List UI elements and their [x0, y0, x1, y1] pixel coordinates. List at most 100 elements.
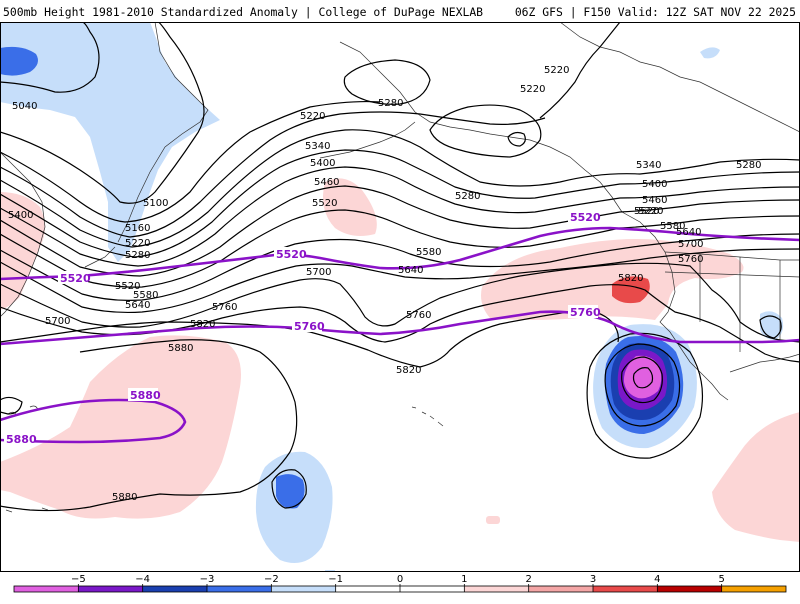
- highlight-contours: [0, 226, 800, 444]
- label-5280-c: 5280: [455, 191, 480, 202]
- contour-west-loop: [0, 396, 23, 415]
- label-5520-b: 5520: [115, 281, 140, 292]
- pos-anomaly-ne-core: [612, 276, 650, 304]
- label-5220-c: 5220: [520, 84, 545, 95]
- label-5820-c: 5820: [618, 273, 643, 284]
- map-header: 500mb Height 1981-2010 Standardized Anom…: [0, 0, 800, 22]
- label-5220-a: 5220: [125, 238, 150, 249]
- purple-label-5880-a: 5880: [130, 389, 161, 402]
- contour-5040: [0, 22, 100, 93]
- label-5400-a: 5400: [8, 210, 33, 221]
- label-5640-a: 5640: [398, 265, 423, 276]
- label-5820-a: 5820: [190, 319, 215, 330]
- pos-anomaly-center: [322, 178, 377, 236]
- contour-5280-a: [0, 129, 800, 248]
- label-5640-b: 5640: [125, 300, 150, 311]
- contour-5220-c: [429, 104, 542, 158]
- colorbar-svg: −5 −4 −3 −2 −1 0 1 2 3 4 5: [13, 574, 787, 593]
- neg-anomaly-nw-edge: [700, 47, 720, 59]
- neg-anomaly-south-core: [276, 474, 305, 509]
- aleutian-chain: [319, 121, 416, 159]
- purple-5760: [0, 310, 800, 346]
- label-5580-a: 5580: [416, 247, 441, 258]
- label-5520-c: 5520: [634, 206, 659, 217]
- colorbar-tick-label: 0: [397, 574, 403, 585]
- anomaly-shading: [0, 22, 800, 572]
- contour-5880-a: [0, 339, 298, 512]
- label-5580-c: 5580: [660, 221, 685, 232]
- contour-hawaii-high: [507, 131, 526, 147]
- model-run-info: 06Z GFS | F150 Valid: 12Z SAT NOV 22 202…: [514, 5, 796, 19]
- colorbar-segment: [335, 586, 400, 592]
- colorbar-segment: [14, 586, 79, 592]
- colorbar-tick-label: 5: [718, 574, 724, 585]
- colorbar-tick-label: −4: [135, 574, 150, 585]
- label-5640-c: 5640: [676, 227, 701, 238]
- label-5220-e: 5220: [638, 206, 663, 217]
- label-5880-b: 5880: [112, 492, 137, 503]
- map-svg: 5040 5100 5160 5220 5220 5220 5220 5220 …: [0, 22, 800, 572]
- pos-anomaly-w: [0, 192, 45, 310]
- colorbar-segment: [271, 586, 336, 592]
- colorbar-tick-label: 3: [590, 574, 596, 585]
- contour-low-center: [632, 367, 654, 389]
- label-5160: 5160: [125, 223, 150, 234]
- label-5280-b: 5280: [378, 98, 403, 109]
- contour-5160: [0, 100, 381, 223]
- contour-5280-b: [343, 59, 431, 105]
- label-5280-d: 5280: [736, 160, 761, 171]
- label-5040: 5040: [12, 101, 37, 112]
- label-5700-c: 5700: [678, 239, 703, 250]
- colorbar-segment: [142, 586, 207, 592]
- contour-5220-a: [0, 111, 546, 238]
- kamchatka-coast: [117, 22, 209, 243]
- contour-5340: [0, 149, 800, 258]
- contour-5100: [0, 22, 205, 204]
- baja-coast: [699, 371, 729, 401]
- label-5400-c: 5400: [642, 179, 667, 190]
- contour-low-inner: [621, 356, 663, 404]
- colorbar-tick-label: −1: [328, 574, 343, 585]
- label-5340-b: 5340: [636, 160, 661, 171]
- colorbar-segment: [464, 586, 529, 592]
- label-5820-b: 5820: [396, 365, 421, 376]
- contour-5220-b: [539, 22, 621, 119]
- contour-south-low: [271, 469, 307, 509]
- western-islands: [5, 405, 49, 513]
- label-5460-b: 5460: [642, 195, 667, 206]
- alaska-coast: [339, 41, 623, 213]
- label-5700-a: 5700: [306, 267, 331, 278]
- colorbar-segment: [657, 586, 722, 592]
- neg-anomaly-nw: [0, 22, 220, 262]
- label-5220-d: 5220: [544, 65, 569, 76]
- purple-label-5520-c: 5520: [570, 211, 601, 224]
- label-5460-a: 5460: [314, 177, 339, 188]
- colorbar-tick-label: −2: [264, 574, 279, 585]
- label-5100: 5100: [143, 198, 168, 209]
- pos-anomaly-ne: [481, 239, 744, 320]
- contour-5880-b: [586, 332, 704, 459]
- label-5700-b: 5700: [45, 316, 70, 327]
- pos-anomaly-strip-se: [486, 516, 500, 524]
- label-5880-a: 5880: [168, 343, 193, 354]
- na-west-coast: [621, 211, 701, 373]
- purple-label-5520-a: 5520: [60, 272, 91, 285]
- contour-5580: [0, 233, 800, 301]
- anomaly-colorbar: −5 −4 −3 −2 −1 0 1 2 3 4 5: [0, 572, 800, 600]
- label-5760-b: 5760: [406, 310, 431, 321]
- hawaii-islands: [411, 406, 444, 427]
- label-5340-a: 5340: [305, 141, 330, 152]
- contour-low-ring: [604, 343, 681, 427]
- label-5220-b: 5220: [300, 111, 325, 122]
- colorbar-segment: [721, 586, 786, 592]
- label-5760-a: 5760: [212, 302, 237, 313]
- purple-5880: [0, 398, 187, 444]
- purple-label-5760-a: 5760: [294, 320, 325, 333]
- pos-anomaly-se: [712, 412, 800, 542]
- mexico-coast: [729, 353, 800, 373]
- label-5280-a: 5280: [125, 250, 150, 261]
- purple-label-5880-b: 5880: [6, 433, 37, 446]
- label-5520-a: 5520: [312, 198, 337, 209]
- us-state-lines: [664, 251, 800, 352]
- contour-5700: [0, 262, 800, 343]
